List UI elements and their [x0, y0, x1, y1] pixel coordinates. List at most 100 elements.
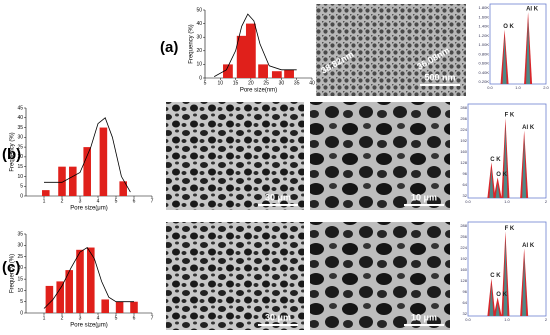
- y-tick-label: 0: [20, 310, 23, 316]
- y-tick-label: 256: [460, 116, 467, 121]
- x-tick-label: 6: [133, 198, 136, 204]
- y-tick-label: 64: [463, 182, 468, 187]
- peak-label: O K: [503, 24, 514, 30]
- x-axis-label: Pore size(nm): [240, 88, 277, 94]
- y-tick-label: 30: [196, 35, 202, 41]
- x-tick-label: 7: [151, 198, 154, 204]
- bar: [69, 166, 77, 196]
- y-tick-label: 1.40K: [479, 24, 490, 29]
- peak-label: O K: [496, 292, 507, 298]
- x-tick-label: 3: [79, 315, 82, 321]
- x-tick-label: 0.0: [465, 199, 471, 204]
- x-tick-label: 5: [115, 198, 118, 204]
- y-tick-label: 35: [17, 231, 23, 237]
- y-tick-label: 20: [196, 48, 202, 54]
- bar: [223, 64, 233, 78]
- y-tick-label: 0.20K: [479, 79, 490, 84]
- x-tick-label: 30: [279, 80, 285, 86]
- peak-label: F K: [505, 113, 515, 119]
- bar: [99, 127, 108, 196]
- spectrum-peak: [522, 136, 527, 198]
- fit-line: [43, 246, 134, 309]
- y-axis-label: Frequency (%): [10, 254, 16, 293]
- spectrum-peak: [522, 254, 527, 316]
- y-tick-label: 160: [460, 149, 467, 154]
- y-tick-label: 10: [17, 288, 23, 294]
- y-tick-label: 1.00K: [479, 42, 490, 47]
- y-tick-label: 192: [460, 256, 467, 261]
- y-tick-label: 5: [20, 184, 23, 190]
- bar: [258, 64, 268, 78]
- y-tick-label: 32: [463, 193, 468, 198]
- y-tick-label: 15: [17, 276, 23, 282]
- y-tick-label: 224: [460, 127, 467, 132]
- y-tick-label: 50: [196, 7, 202, 13]
- bar: [87, 247, 95, 313]
- y-tick-label: 35: [17, 125, 23, 131]
- y-tick-label: 32: [463, 311, 468, 316]
- spectrum-peak: [495, 303, 500, 316]
- peak-label: O K: [496, 172, 507, 178]
- bar: [42, 190, 50, 196]
- spectrum-peak: [489, 168, 494, 198]
- spectrum-peak: [503, 237, 508, 316]
- y-tick-label: 1.80K: [479, 5, 490, 10]
- x-tick-label: 0.0: [487, 85, 493, 90]
- scale-label: 500 nm: [424, 72, 455, 82]
- x-tick-label: 2: [61, 315, 64, 321]
- x-tick-label: 10: [218, 80, 224, 86]
- y-axis-label: Frequency (%): [189, 24, 195, 63]
- y-tick-label: 1.60K: [479, 14, 490, 19]
- bar: [245, 23, 256, 79]
- y-tick-label: 0.80K: [479, 51, 490, 56]
- spectrum-frame: [489, 3, 547, 85]
- spectrum-peak: [526, 18, 531, 84]
- y-tick-label: 0.40K: [479, 70, 490, 75]
- x-tick-label: 1: [43, 198, 46, 204]
- spectrum-peak: [502, 35, 507, 84]
- y-tick-label: 128: [460, 160, 467, 165]
- spectrum-peak: [489, 284, 494, 316]
- fit-line: [44, 117, 131, 193]
- peak-label: F K: [505, 226, 515, 232]
- x-tick-label: 40: [309, 80, 315, 86]
- x-tick-label: 2: [61, 198, 64, 204]
- x-tick-label: 5: [204, 80, 207, 86]
- peak-label: C K: [490, 157, 501, 163]
- x-tick-label: 2: [545, 199, 548, 204]
- scale-label: 10 μm: [411, 192, 437, 202]
- x-tick-label: 2: [545, 317, 548, 322]
- bar: [76, 249, 84, 313]
- y-tick-label: 224: [460, 245, 467, 250]
- x-tick-label: 20: [248, 80, 254, 86]
- bar: [83, 147, 91, 196]
- x-tick-label: 3: [79, 198, 82, 204]
- bar: [284, 69, 294, 78]
- x-axis-label: Pore size(μm): [70, 323, 107, 329]
- spectrum-peak: [495, 183, 500, 198]
- y-tick-label: 96: [463, 171, 468, 176]
- y-axis-label: Frequency (%): [10, 132, 16, 171]
- y-tick-label: 64: [463, 300, 468, 305]
- y-tick-label: 288: [460, 223, 467, 228]
- y-tick-label: 256: [460, 234, 467, 239]
- x-tick-label: 4: [97, 198, 100, 204]
- spectrum-peak: [503, 124, 508, 198]
- x-tick-label: 6: [133, 315, 136, 321]
- bar: [101, 299, 109, 313]
- y-tick-label: 0.60K: [479, 61, 490, 66]
- y-tick-label: 288: [460, 105, 467, 110]
- panel-label: (a): [160, 39, 178, 56]
- bar: [130, 301, 138, 313]
- y-tick-label: 25: [17, 144, 23, 150]
- x-tick-label: 1: [43, 315, 46, 321]
- y-tick-label: 0: [199, 75, 202, 81]
- y-tick-label: 45: [17, 105, 23, 111]
- bar: [115, 301, 124, 313]
- panel-label: (c): [2, 259, 20, 276]
- x-tick-label: 4: [97, 315, 100, 321]
- sem-image: [310, 222, 450, 330]
- peak-label: C K: [490, 273, 501, 279]
- y-tick-label: 1.20K: [479, 33, 490, 38]
